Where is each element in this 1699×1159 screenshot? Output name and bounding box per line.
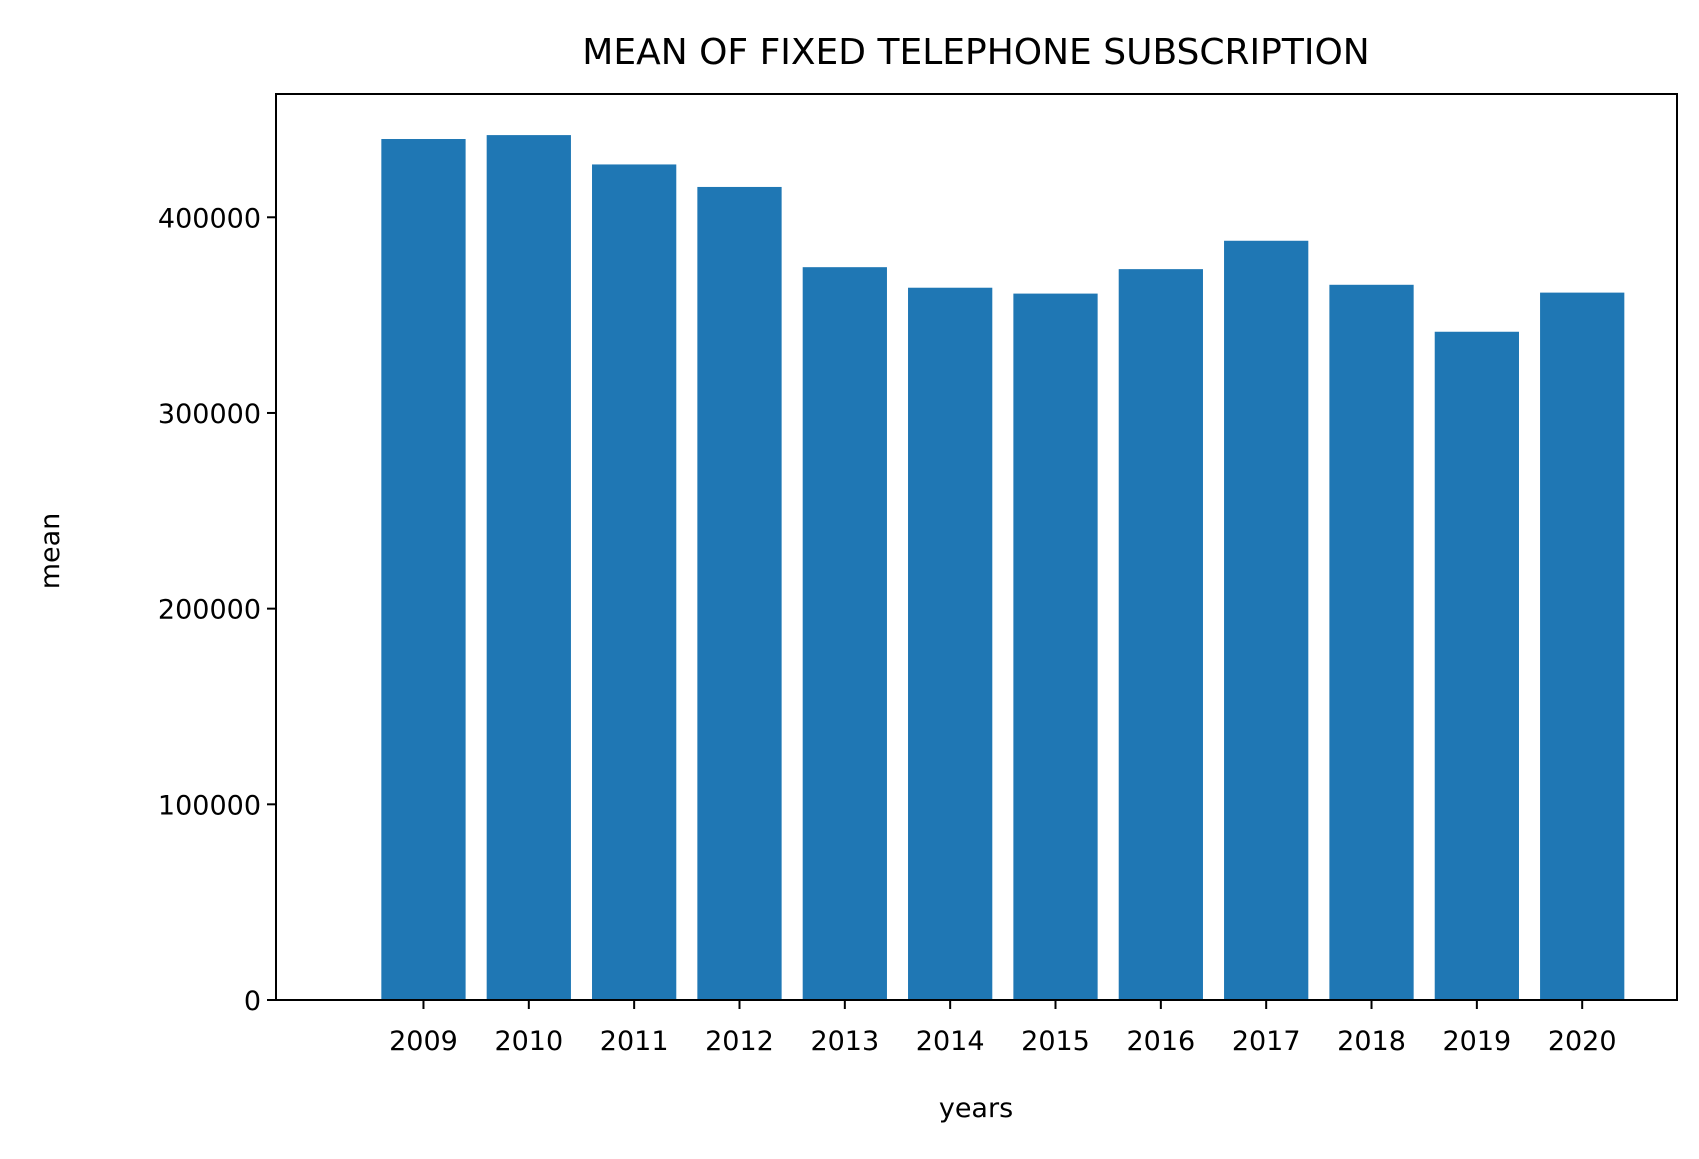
- y-axis-label: mean: [35, 513, 66, 590]
- bar-2017: [1224, 240, 1309, 1000]
- bar-2014: [908, 287, 993, 1001]
- y-axis-ticks: 0 100000 200000 300000 400000: [158, 203, 276, 1017]
- bar-2019: [1434, 331, 1519, 1001]
- x-tick-label-2020: 2020: [1548, 1026, 1617, 1057]
- y-tick-label: 200000: [158, 595, 261, 626]
- plot-frame: [275, 93, 1678, 1001]
- y-tick-label: 300000: [158, 399, 261, 430]
- x-tick-label-2016: 2016: [1126, 1026, 1195, 1057]
- x-tick-label-2009: 2009: [389, 1026, 458, 1057]
- x-tick-label-2019: 2019: [1442, 1026, 1511, 1057]
- bar-2013: [802, 267, 887, 1000]
- bars-layer: [381, 135, 1625, 1001]
- bar-2015: [1013, 293, 1098, 1000]
- x-tick-label-2010: 2010: [494, 1026, 563, 1057]
- bar-2011: [592, 164, 677, 1000]
- x-axis-ticks: 2009 2010 2011 2012 2013 2014 2015 2016 2017 2018…: [389, 1000, 1617, 1057]
- y-tick-label: 400000: [158, 203, 261, 234]
- bar-2012: [697, 186, 782, 1000]
- x-tick-label-2018: 2018: [1337, 1026, 1406, 1057]
- x-tick-label-2013: 2013: [810, 1026, 879, 1057]
- y-tick-label: 0: [244, 986, 261, 1017]
- x-tick-label-2011: 2011: [600, 1026, 669, 1057]
- x-tick-label-2017: 2017: [1232, 1026, 1301, 1057]
- x-tick-label-2014: 2014: [916, 1026, 985, 1057]
- chart-title: MEAN OF FIXED TELEPHONE SUBSCRIPTION: [582, 32, 1369, 73]
- x-axis-label: years: [939, 1093, 1013, 1124]
- y-tick-label: 100000: [158, 790, 261, 821]
- bar-2010: [486, 135, 571, 1000]
- x-tick-label-2012: 2012: [705, 1026, 774, 1057]
- bar-2018: [1329, 284, 1414, 1000]
- bar-2020: [1540, 292, 1625, 1000]
- bar-2009: [381, 139, 466, 1001]
- bar-2016: [1118, 269, 1203, 1000]
- x-tick-label-2015: 2015: [1021, 1026, 1090, 1057]
